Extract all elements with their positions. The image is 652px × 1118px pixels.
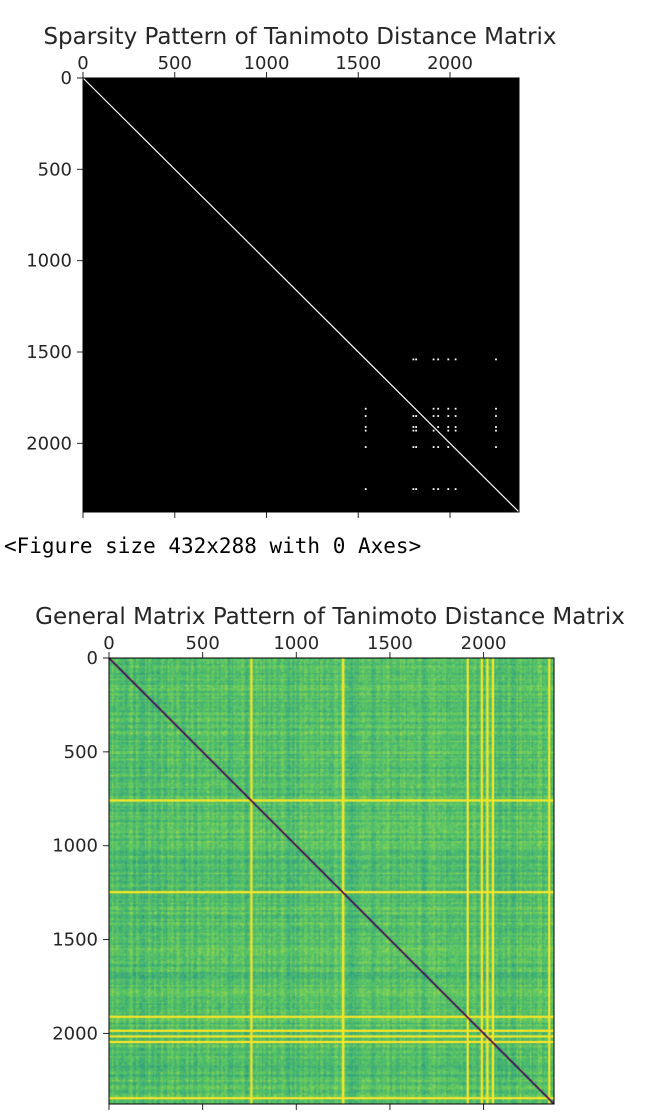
nonzero-point [432, 429, 435, 432]
sparsity-chart: Sparsity Pattern of Tanimoto Distance Ma… [26, 24, 557, 518]
nonzero-point [495, 415, 497, 417]
nonzero-point [437, 488, 440, 490]
nonzero-point [454, 415, 457, 417]
nonzero-point [364, 429, 367, 432]
y-tick-label: 0 [61, 68, 72, 89]
nonzero-point [412, 415, 415, 417]
nonzero-point [495, 358, 497, 361]
nonzero-point [412, 429, 415, 432]
nonzero-point [412, 358, 415, 361]
nonzero-point [454, 358, 457, 361]
heatmap-cells [109, 658, 554, 1104]
nonzero-point [454, 488, 457, 490]
nonzero-point [447, 488, 450, 490]
nonzero-point [447, 429, 450, 432]
nonzero-point [415, 426, 418, 428]
general-pattern-chart: General Matrix Pattern of Tanimoto Dista… [35, 604, 625, 1110]
y-tick-label: 2000 [26, 433, 72, 454]
x-tick-label: 1500 [367, 633, 413, 654]
nonzero-point [437, 358, 440, 361]
x-tick-label: 0 [103, 633, 114, 654]
nonzero-point [364, 415, 367, 417]
nonzero-point [437, 446, 440, 448]
nonzero-point [495, 407, 497, 410]
nonzero-point [415, 415, 418, 417]
nonzero-point [447, 407, 450, 410]
nonzero-point [415, 358, 418, 361]
nonzero-point [437, 415, 440, 417]
diagonal-nonzeros [82, 77, 520, 513]
y-tick-label: 1500 [26, 342, 72, 363]
y-tick-label: 2000 [52, 1023, 98, 1044]
plot-frame [82, 77, 520, 513]
nonzero-point [495, 429, 497, 432]
nonzero-point [364, 446, 367, 448]
nonzero-point [432, 446, 435, 448]
nonzero-point [447, 426, 450, 428]
nonzero-point [447, 358, 450, 361]
plot-frame [108, 657, 555, 1105]
x-tick-label: 500 [158, 53, 192, 74]
nonzero-point [432, 407, 435, 410]
x-tick-label: 1000 [273, 633, 319, 654]
nonzero-point [412, 446, 415, 448]
nonzero-point [415, 488, 418, 490]
x-tick-label: 1000 [244, 53, 290, 74]
heatmap-canvas [109, 658, 554, 1104]
y-tick-label: 1000 [26, 251, 72, 272]
nonzero-point [454, 429, 457, 432]
nonzero-point [437, 407, 440, 410]
nonzero-point [495, 426, 497, 428]
general-pattern-figure: General Matrix Pattern of Tanimoto Dista… [0, 580, 652, 1118]
nonzero-point [412, 426, 415, 428]
nonzero-point [447, 446, 450, 448]
y-tick-label: 500 [64, 742, 98, 763]
nonzero-point [412, 488, 415, 490]
nonzero-point [447, 415, 450, 417]
y-tick-label: 1000 [52, 836, 98, 857]
y-tick-label: 1500 [52, 930, 98, 951]
chart-title: General Matrix Pattern of Tanimoto Dista… [35, 604, 625, 630]
nonzero-point [454, 426, 457, 428]
nonzero-point [364, 488, 367, 490]
sparsity-figure: Sparsity Pattern of Tanimoto Distance Ma… [0, 0, 652, 530]
nonzero-point [432, 488, 435, 490]
x-tick-label: 500 [185, 633, 219, 654]
nonzero-point [415, 429, 418, 432]
x-tick-label: 1500 [335, 53, 381, 74]
nonzero-point [415, 446, 418, 448]
nonzero-point [364, 407, 367, 410]
nonzero-point [495, 446, 497, 448]
chart-title: Sparsity Pattern of Tanimoto Distance Ma… [43, 24, 556, 50]
nonzero-point [364, 426, 367, 428]
x-tick-label: 2000 [461, 633, 507, 654]
figure-size-output: <Figure size 432x288 with 0 Axes> [4, 534, 422, 558]
y-tick-label: 500 [38, 159, 72, 180]
nonzero-point [454, 407, 457, 410]
nonzero-point [432, 358, 435, 361]
x-tick-label: 0 [77, 53, 88, 74]
nonzero-point [437, 426, 440, 428]
y-tick-label: 0 [87, 648, 98, 669]
nonzero-point [432, 415, 435, 417]
x-tick-label: 2000 [427, 53, 473, 74]
